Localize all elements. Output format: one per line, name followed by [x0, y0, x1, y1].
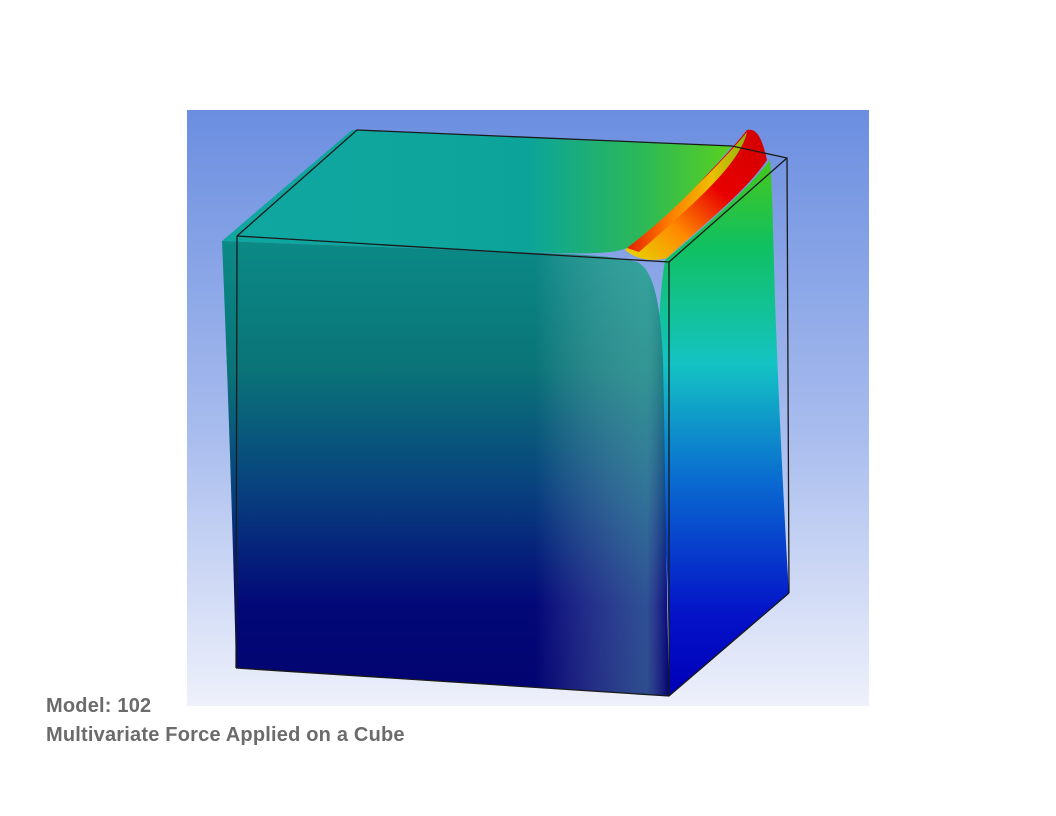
figure-caption: Model: 102 Multivariate Force Applied on… — [46, 692, 746, 750]
deformed-cube-render — [187, 110, 869, 706]
figure-title: Multivariate Force Applied on a Cube — [46, 724, 405, 746]
undeformed-outline — [235, 129, 790, 697]
cube-top-face — [222, 130, 732, 254]
front-face-shading — [222, 241, 669, 696]
cube-right-face — [658, 160, 789, 696]
simulation-viewport — [187, 110, 869, 706]
model-label: Model: 102 — [46, 695, 152, 717]
